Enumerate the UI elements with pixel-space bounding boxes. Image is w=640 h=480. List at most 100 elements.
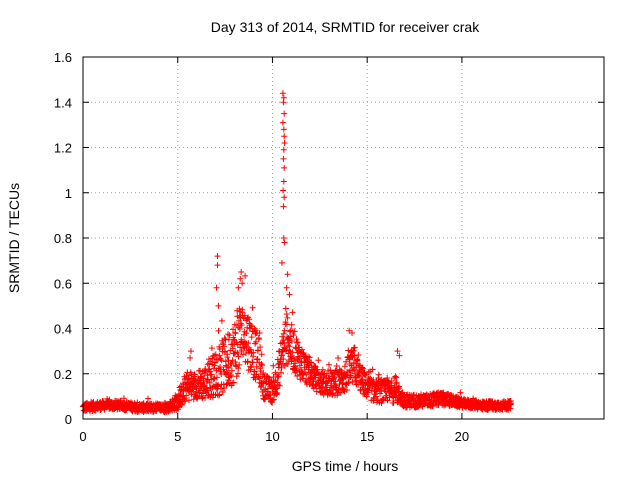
y-tick-label: 1.4	[54, 95, 72, 110]
data-point	[270, 362, 277, 369]
data-point	[381, 386, 388, 393]
data-point	[283, 310, 290, 317]
data-point	[283, 346, 290, 353]
data-point	[351, 344, 358, 351]
data-point	[325, 361, 332, 368]
data-point	[280, 146, 287, 153]
data-point	[227, 361, 234, 368]
data-point	[212, 351, 219, 358]
data-point	[237, 275, 244, 282]
data-point	[253, 338, 260, 345]
data-point	[281, 327, 288, 334]
data-point	[257, 344, 264, 351]
data-point	[236, 305, 243, 312]
data-point	[335, 355, 342, 362]
data-point	[343, 387, 350, 394]
data-point	[384, 375, 391, 382]
data-point	[281, 194, 288, 201]
data-point	[347, 372, 354, 379]
data-point	[210, 376, 217, 383]
data-point	[214, 262, 221, 269]
data-point	[220, 343, 227, 350]
data-point	[239, 306, 246, 313]
data-point	[319, 366, 326, 373]
y-tick-label: 0	[65, 412, 72, 427]
data-point	[341, 388, 348, 395]
data-point	[279, 90, 286, 97]
data-point	[343, 358, 350, 365]
data-point	[289, 309, 296, 316]
data-point	[288, 321, 295, 328]
data-point	[265, 385, 272, 392]
data-point	[221, 335, 228, 342]
data-point	[243, 343, 250, 350]
x-tick-label: 20	[455, 429, 469, 444]
data-point	[286, 291, 293, 298]
data-point	[373, 393, 380, 400]
data-point	[284, 271, 291, 278]
data-point	[216, 352, 223, 359]
data-point	[369, 366, 376, 373]
x-tick-label: 5	[174, 429, 181, 444]
data-point	[236, 326, 243, 333]
data-point	[228, 360, 235, 367]
data-point	[187, 354, 194, 361]
data-point	[245, 340, 252, 347]
data-point	[388, 377, 395, 384]
data-point	[244, 358, 251, 365]
data-point	[213, 374, 220, 381]
data-point	[230, 326, 237, 333]
data-point	[208, 371, 215, 378]
data-point	[211, 375, 218, 382]
data-point	[365, 368, 372, 375]
data-point	[259, 362, 266, 369]
data-point	[265, 374, 272, 381]
data-point	[392, 380, 399, 387]
data-point	[280, 126, 287, 133]
data-point	[204, 372, 211, 379]
data-point	[234, 349, 241, 356]
data-point	[225, 364, 232, 371]
data-point	[191, 371, 198, 378]
data-point	[276, 382, 283, 389]
data-point	[228, 367, 235, 374]
data-point	[392, 373, 399, 380]
data-point	[212, 359, 219, 366]
data-point	[226, 332, 233, 339]
data-point	[280, 337, 287, 344]
data-point	[275, 373, 282, 380]
data-point	[215, 302, 222, 309]
data-point	[323, 372, 330, 379]
data-point	[385, 379, 392, 386]
data-point	[185, 397, 192, 404]
data-point	[240, 351, 247, 358]
data-point	[279, 119, 286, 126]
data-point	[280, 99, 287, 106]
data-point	[206, 368, 213, 375]
data-point	[280, 203, 287, 210]
data-point	[333, 362, 340, 369]
data-point	[356, 373, 363, 380]
data-point	[247, 322, 254, 329]
data-point	[390, 400, 397, 407]
data-point	[213, 284, 220, 291]
data-point	[214, 253, 221, 260]
data-point	[248, 364, 255, 371]
data-point	[238, 322, 245, 329]
data-point	[281, 239, 288, 246]
y-tick-label: 1.6	[54, 50, 72, 65]
data-point	[306, 354, 313, 361]
data-point	[280, 330, 287, 337]
data-point	[280, 235, 287, 241]
data-point	[254, 356, 261, 363]
data-point	[338, 369, 345, 376]
data-point	[233, 373, 240, 380]
data-point	[283, 284, 290, 291]
data-point	[225, 331, 232, 338]
data-point	[274, 374, 281, 381]
data-point	[294, 373, 301, 380]
data-point	[302, 377, 309, 384]
data-point	[250, 349, 257, 356]
y-tick-label: 0.4	[54, 322, 72, 337]
y-tick-label: 0.2	[54, 367, 72, 382]
